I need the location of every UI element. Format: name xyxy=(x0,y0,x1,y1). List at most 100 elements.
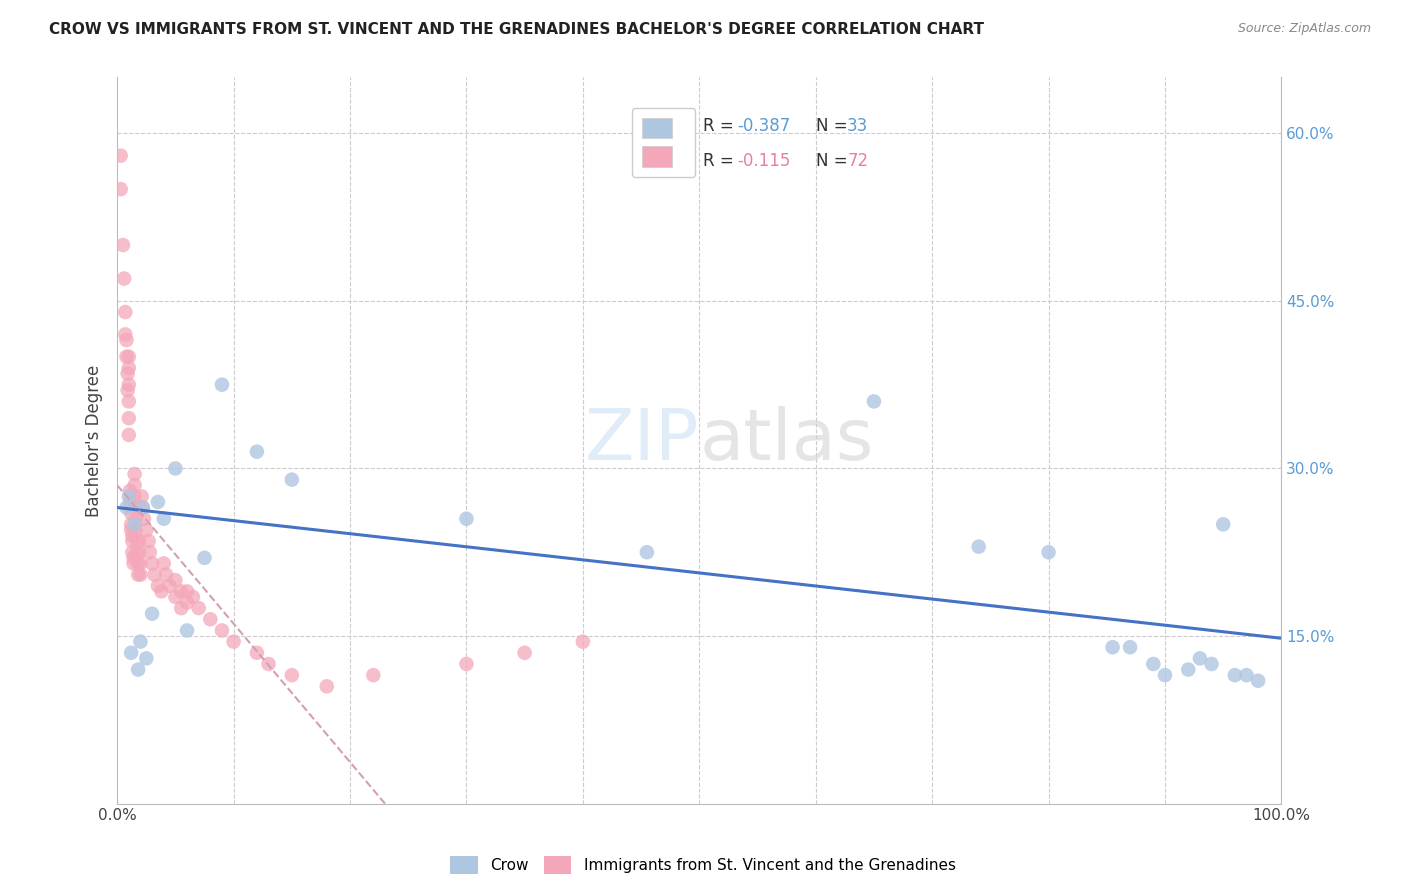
Text: N =: N = xyxy=(815,152,852,169)
Point xyxy=(125,523,148,537)
Point xyxy=(114,305,136,319)
Point xyxy=(121,528,143,542)
Text: atlas: atlas xyxy=(699,406,873,475)
Text: CROW VS IMMIGRANTS FROM ST. VINCENT AND THE GRENADINES BACHELOR'S DEGREE CORRELA: CROW VS IMMIGRANTS FROM ST. VINCENT AND … xyxy=(49,22,984,37)
Point xyxy=(1154,668,1177,682)
Point xyxy=(124,517,146,532)
Point xyxy=(572,634,595,648)
Legend: , : , xyxy=(631,108,696,177)
Point xyxy=(120,523,142,537)
Point xyxy=(122,557,145,571)
Point xyxy=(246,444,269,458)
Legend: Crow, Immigrants from St. Vincent and the Grenadines: Crow, Immigrants from St. Vincent and th… xyxy=(444,850,962,880)
Point xyxy=(115,500,138,515)
Point xyxy=(193,550,215,565)
Point xyxy=(129,557,152,571)
Text: R =: R = xyxy=(703,152,744,169)
Point xyxy=(112,271,135,285)
Text: 33: 33 xyxy=(848,118,869,136)
Point xyxy=(125,512,148,526)
Point xyxy=(141,557,163,571)
Point xyxy=(456,512,478,526)
Point xyxy=(125,545,148,559)
Point xyxy=(146,579,169,593)
Point xyxy=(118,377,141,392)
Point xyxy=(176,584,198,599)
Point xyxy=(110,148,132,162)
Point xyxy=(141,607,163,621)
Point xyxy=(120,517,142,532)
Point xyxy=(363,668,385,682)
Point xyxy=(124,467,146,481)
Text: -0.115: -0.115 xyxy=(738,152,792,169)
Point xyxy=(863,394,886,409)
Point xyxy=(111,238,134,252)
Point xyxy=(122,550,145,565)
Point xyxy=(967,540,990,554)
Point xyxy=(131,489,153,503)
Point xyxy=(159,579,181,593)
Point xyxy=(170,584,193,599)
Point xyxy=(146,495,169,509)
Point xyxy=(1223,668,1246,682)
Point xyxy=(118,350,141,364)
Point xyxy=(118,428,141,442)
Point xyxy=(135,523,157,537)
Point xyxy=(125,500,148,515)
Point xyxy=(222,634,245,648)
Point xyxy=(176,624,198,638)
Point xyxy=(118,360,141,375)
Point xyxy=(114,327,136,342)
Point xyxy=(1177,663,1199,677)
Point xyxy=(118,489,141,503)
Point xyxy=(125,534,148,549)
Point xyxy=(128,534,150,549)
Point xyxy=(165,461,187,475)
Point xyxy=(1212,517,1234,532)
Point xyxy=(1119,640,1142,655)
Point xyxy=(115,333,138,347)
Point xyxy=(281,668,304,682)
Point xyxy=(165,573,187,587)
Text: -0.387: -0.387 xyxy=(738,118,792,136)
Point xyxy=(118,495,141,509)
Point xyxy=(170,601,193,615)
Point xyxy=(115,350,138,364)
Point xyxy=(513,646,536,660)
Point xyxy=(124,478,146,492)
Point xyxy=(165,590,187,604)
Point xyxy=(200,612,222,626)
Text: R =: R = xyxy=(703,118,738,136)
Point xyxy=(139,545,162,559)
Text: ZIP: ZIP xyxy=(585,406,699,475)
Point xyxy=(152,512,174,526)
Point xyxy=(132,500,155,515)
Point xyxy=(118,411,141,425)
Y-axis label: Bachelor's Degree: Bachelor's Degree xyxy=(86,365,103,516)
Point xyxy=(128,545,150,559)
Point xyxy=(1188,651,1211,665)
Point xyxy=(1038,545,1060,559)
Text: 72: 72 xyxy=(848,152,869,169)
Point xyxy=(135,651,157,665)
Point xyxy=(121,545,143,559)
Point xyxy=(152,557,174,571)
Point xyxy=(211,624,233,638)
Point xyxy=(150,584,173,599)
Point xyxy=(1142,657,1164,671)
Point xyxy=(129,567,152,582)
Point xyxy=(118,394,141,409)
Point xyxy=(1247,673,1270,688)
Point xyxy=(176,595,198,609)
Point xyxy=(117,367,139,381)
Point xyxy=(636,545,658,559)
Point xyxy=(110,182,132,196)
Point xyxy=(127,567,149,582)
Point xyxy=(246,646,269,660)
Point xyxy=(117,384,139,398)
Point xyxy=(120,646,142,660)
Text: N =: N = xyxy=(815,118,852,136)
Point xyxy=(187,601,209,615)
Point xyxy=(281,473,304,487)
Point xyxy=(127,557,149,571)
